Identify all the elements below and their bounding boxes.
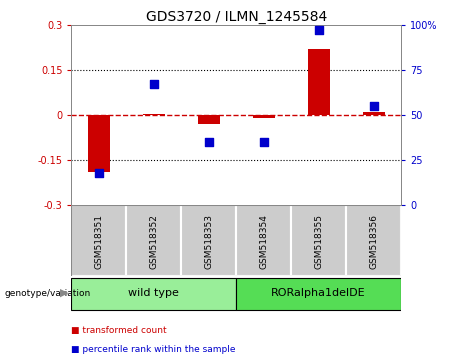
Bar — [346, 205, 401, 276]
Text: ■ percentile rank within the sample: ■ percentile rank within the sample — [71, 345, 236, 354]
Point — [315, 27, 322, 33]
Point — [150, 81, 158, 87]
Bar — [198, 115, 220, 124]
Text: GSM518351: GSM518351 — [95, 214, 103, 269]
Bar — [253, 115, 275, 118]
Text: GSM518356: GSM518356 — [369, 214, 378, 269]
Bar — [71, 278, 236, 310]
Bar — [307, 49, 330, 115]
Point — [370, 103, 377, 109]
Bar — [143, 114, 165, 115]
Title: GDS3720 / ILMN_1245584: GDS3720 / ILMN_1245584 — [146, 10, 327, 24]
Bar — [126, 205, 181, 276]
Text: GSM518355: GSM518355 — [314, 214, 323, 269]
Bar — [88, 115, 110, 172]
Text: GSM518354: GSM518354 — [259, 214, 268, 269]
Point — [260, 139, 267, 145]
Bar — [363, 112, 384, 115]
Text: ■ transformed count: ■ transformed count — [71, 326, 167, 335]
Bar — [291, 205, 346, 276]
Text: RORalpha1delDE: RORalpha1delDE — [272, 288, 366, 298]
Text: ▶: ▶ — [60, 288, 68, 298]
Point — [205, 139, 213, 145]
Text: wild type: wild type — [129, 288, 179, 298]
Bar — [181, 205, 236, 276]
Bar — [236, 205, 291, 276]
Bar — [236, 278, 401, 310]
Bar — [71, 205, 126, 276]
Text: genotype/variation: genotype/variation — [5, 289, 91, 298]
Point — [95, 170, 103, 176]
Text: GSM518353: GSM518353 — [204, 214, 213, 269]
Text: GSM518352: GSM518352 — [149, 214, 159, 269]
